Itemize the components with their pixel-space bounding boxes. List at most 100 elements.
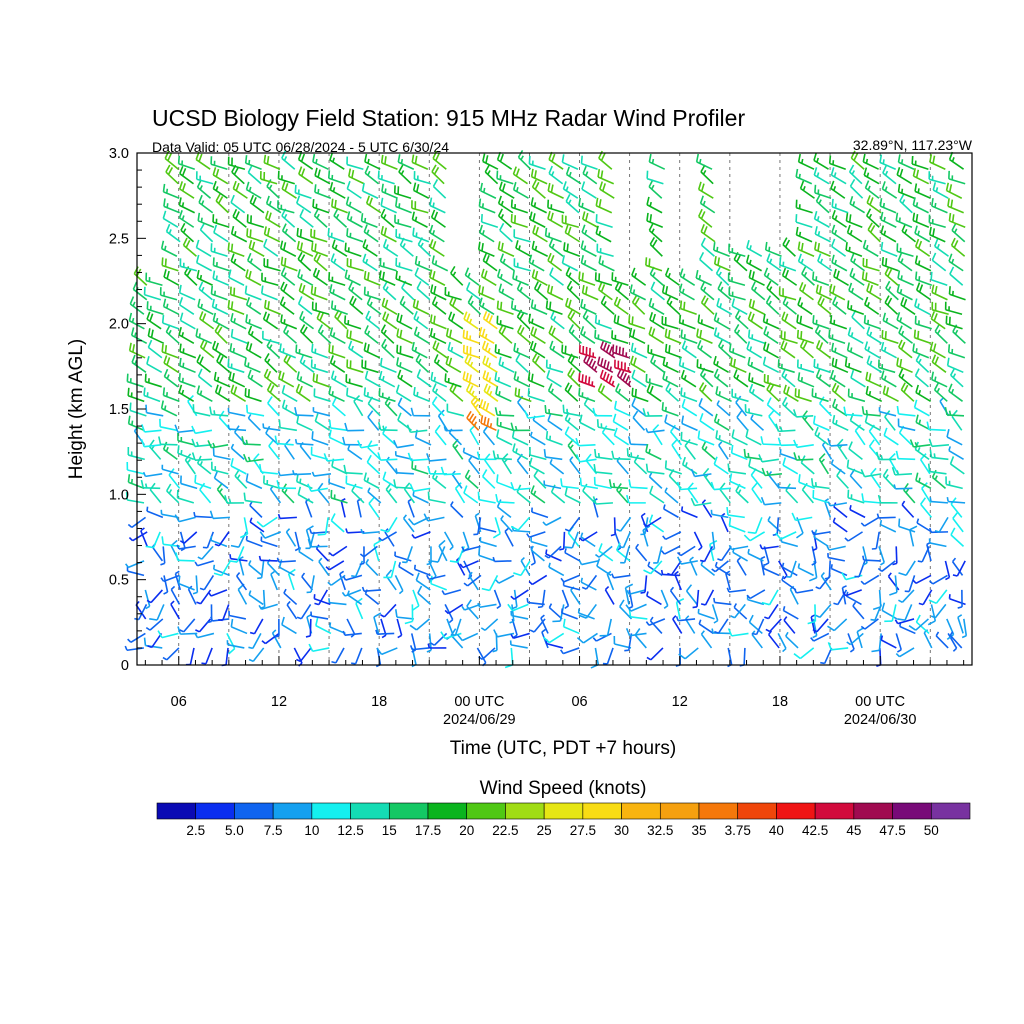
- y-axis-label: Height (km AGL): [66, 339, 87, 479]
- wind-barb: [748, 458, 765, 475]
- wind-barb: [357, 440, 378, 449]
- wind-barb: [626, 494, 646, 504]
- wind-barb: [779, 256, 797, 272]
- wind-barb: [426, 453, 447, 462]
- wind-barb: [311, 343, 329, 359]
- wind-barb: [581, 574, 598, 590]
- wind-barb: [846, 224, 863, 243]
- wind-barb: [492, 517, 501, 539]
- wind-barb: [597, 281, 613, 301]
- wind-barb: [849, 178, 864, 199]
- wind-barb: [931, 198, 948, 214]
- wind-barb: [700, 589, 715, 606]
- wind-barb: [526, 597, 545, 606]
- wind-barb: [928, 226, 946, 243]
- wind-barb: [480, 415, 497, 432]
- wind-barb: [684, 615, 696, 634]
- wind-barb: [695, 269, 712, 286]
- wind-barb: [263, 238, 279, 257]
- wind-barb: [228, 371, 246, 388]
- wind-barb: [165, 164, 179, 185]
- wind-barb: [394, 575, 404, 595]
- wind-barb: [314, 413, 331, 432]
- wind-barb: [179, 531, 198, 544]
- wind-barb: [781, 562, 798, 577]
- wind-barb: [543, 449, 563, 461]
- wind-barb: [414, 256, 432, 272]
- wind-barb: [379, 357, 397, 374]
- wind-barb: [429, 224, 445, 243]
- wind-barb: [698, 398, 714, 417]
- wind-barb: [811, 530, 831, 536]
- colorbar-swatch: [582, 802, 622, 820]
- wind-barb: [283, 588, 298, 606]
- wind-barb: [516, 324, 532, 344]
- colorbar-label: 47.5: [879, 823, 905, 838]
- wind-barb: [831, 209, 847, 228]
- wind-barb: [913, 399, 930, 417]
- wind-barb: [264, 299, 281, 316]
- wind-barb: [678, 357, 696, 374]
- wind-barb: [143, 286, 162, 301]
- wind-barb: [496, 474, 514, 490]
- wind-barb: [257, 560, 265, 580]
- wind-barb: [213, 560, 232, 577]
- wind-barb: [827, 618, 848, 632]
- wind-barb: [281, 150, 296, 170]
- wind-barb: [662, 531, 682, 541]
- wind-barb: [317, 482, 330, 504]
- wind-barb: [507, 603, 529, 612]
- wind-barb: [830, 180, 846, 199]
- wind-barb: [661, 402, 679, 417]
- wind-barb: [286, 600, 298, 620]
- wind-barb: [565, 166, 582, 185]
- wind-barb: [564, 531, 579, 549]
- wind-barb: [178, 384, 195, 403]
- wind-barb: [896, 312, 913, 330]
- wind-barb: [478, 326, 495, 344]
- wind-barb: [244, 285, 262, 301]
- wind-barb: [872, 589, 882, 611]
- wind-barb: [931, 252, 947, 272]
- wind-barb: [162, 387, 180, 403]
- wind-barb: [510, 589, 529, 600]
- wind-barb: [952, 324, 966, 344]
- wind-barb: [878, 546, 886, 566]
- wind-barb: [797, 372, 815, 388]
- wind-barb: [700, 630, 713, 649]
- wind-barb: [811, 546, 817, 566]
- wind-barb: [747, 356, 764, 374]
- wind-barb: [396, 328, 413, 345]
- wind-barb: [559, 531, 566, 551]
- wind-barb: [365, 195, 382, 214]
- wind-barb: [513, 258, 531, 272]
- wind-barb: [376, 647, 398, 656]
- colorbar-label: 3.75: [725, 823, 751, 838]
- wind-barb: [815, 340, 831, 359]
- wind-barb: [434, 424, 447, 446]
- wind-barb: [329, 284, 346, 301]
- wind-barb: [180, 222, 195, 243]
- wind-barb: [416, 280, 431, 301]
- wind-barb: [431, 255, 449, 272]
- wind-barb: [631, 267, 647, 286]
- wind-barb: [261, 272, 279, 287]
- wind-barb: [930, 311, 946, 330]
- wind-barb: [479, 399, 496, 417]
- wind-barb: [528, 155, 546, 170]
- wind-barb: [934, 324, 948, 344]
- wind-barb: [145, 618, 164, 631]
- wind-barb: [176, 489, 195, 504]
- wind-barb: [697, 608, 715, 620]
- wind-barb: [214, 384, 231, 403]
- wind-barb: [227, 156, 246, 170]
- wind-barb: [914, 255, 932, 272]
- wind-barb: [684, 439, 696, 460]
- wind-barb: [494, 407, 515, 417]
- wind-barb: [527, 372, 545, 388]
- wind-barb: [930, 371, 948, 388]
- wind-barb: [213, 224, 229, 243]
- wind-barb: [409, 618, 431, 631]
- wind-barb: [531, 353, 546, 373]
- colorbar-swatch: [892, 802, 932, 820]
